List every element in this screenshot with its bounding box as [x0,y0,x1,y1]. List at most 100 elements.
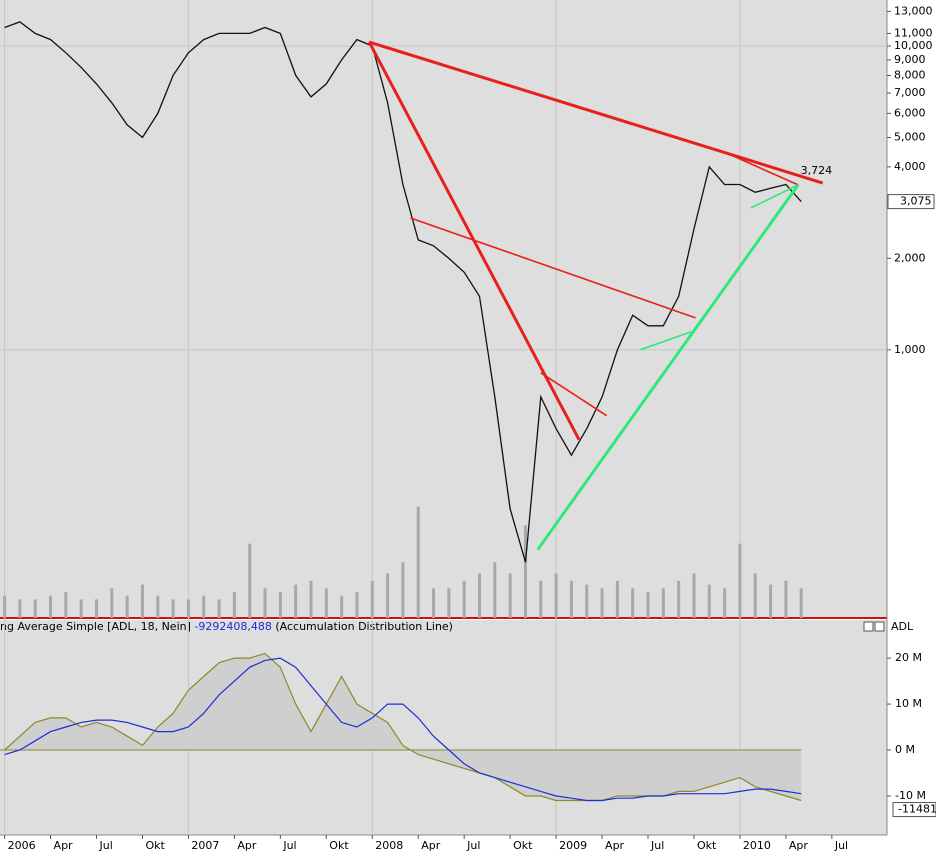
trendline [368,40,824,185]
x-tick-label: 2009 [559,839,587,852]
indicator-last-value: -9292408,488 [194,620,271,633]
volume-bar [478,573,482,618]
x-tick-label: Jul [466,839,480,852]
last-value-label: -114815 [898,803,936,816]
y-tick-label: 5,000 [894,130,926,143]
volume-bar [355,592,359,618]
volume-bar [156,595,160,618]
volume-bar [49,595,53,618]
panel-close-button[interactable] [874,621,885,632]
volume-bar [370,580,374,618]
volume-bar [248,543,252,618]
y-tick-label: 6,000 [894,106,926,119]
x-tick-label: Okt [513,839,533,852]
trendline [640,331,692,351]
x-tick-label: Jul [99,839,113,852]
volume-bar [33,599,37,618]
volume-bar [493,562,497,618]
volume-bar [18,599,22,618]
volume-bar [784,580,788,618]
x-tick-label: 2007 [191,839,219,852]
volume-bar [3,595,7,618]
volume-bar [340,595,344,618]
x-tick-label: Apr [421,839,441,852]
volume-bar [447,588,451,618]
x-tick-label: Apr [237,839,257,852]
y-tick-label: 1,000 [894,343,926,356]
indicator-y-label: ADL [891,620,914,633]
volume-bar [125,595,129,618]
indicator-title: ng Average Simple [ADL, 18, Nein] [0,620,191,633]
volume-bar [386,573,390,618]
indicator-name: (Accumulation Distribution Line) [275,620,453,633]
trendline-label: 3,724 [801,164,833,177]
volume-bar [278,592,282,618]
trendline [730,154,799,186]
y-tick-label: 0 M [895,743,915,756]
volume-bar [753,573,757,618]
volume-bar [95,599,99,618]
volume-bar [401,562,405,618]
x-tick-label: 2008 [375,839,403,852]
trendline [410,217,696,319]
volume-bar [263,588,267,618]
volume-bar [631,588,635,618]
price-line [4,21,802,563]
x-tick-label: Okt [697,839,717,852]
volume-bar [79,599,83,618]
x-tick-label: Okt [329,839,349,852]
volume-bar [508,573,512,618]
x-tick-label: Okt [145,839,165,852]
volume-bar [799,588,803,618]
y-tick-label: -10 M [895,789,926,802]
y-tick-label: 8,000 [894,68,926,81]
last-price-box [887,194,935,210]
volume-bar [554,573,558,618]
volume-bar [585,584,589,618]
y-tick-label: 10 M [895,697,922,710]
x-tick-label: Jul [282,839,296,852]
y-tick-label: 11,000 [894,26,933,39]
y-tick-label: 4,000 [894,160,926,173]
x-tick-label: 2010 [743,839,771,852]
x-tick-label: Apr [54,839,74,852]
panel-maximize-button[interactable] [863,621,874,632]
y-tick-label: 7,000 [894,86,926,99]
volume-bar [140,584,144,618]
last-value-box [892,802,936,818]
x-tick-label: Jul [650,839,664,852]
indicator-panel [0,620,887,835]
volume-bar [462,580,466,618]
trendline [540,372,608,417]
volume-bar [64,592,68,618]
price-panel [0,0,887,618]
volume-bar [723,588,727,618]
volume-bar [232,592,236,618]
volume-bar [432,588,436,618]
volume-bar [707,584,711,618]
volume-bar [294,584,298,618]
volume-bar [600,588,604,618]
y-tick-label: 20 M [895,651,922,664]
adl-area [4,653,802,801]
volume-bar [324,588,328,618]
volume-bar [769,584,773,618]
volume-bar [615,580,619,618]
volume-bar [738,543,742,618]
y-tick-label: 2,000 [894,251,926,264]
x-tick-label: Apr [789,839,809,852]
y-tick-label: 9,000 [894,53,926,66]
volume-bar [186,599,190,618]
adl-line [4,652,802,802]
volume-bar [202,595,206,618]
last-price-label: 3,075 [900,195,932,208]
y-tick-label: 13,000 [894,4,933,17]
volume-bar [217,599,221,618]
x-tick-label: Apr [605,839,625,852]
volume-bar [692,573,696,618]
x-tick-label: 2006 [8,839,36,852]
volume-bar [677,580,681,618]
volume-bar [110,588,114,618]
indicator-header: ng Average Simple [ADL, 18, Nein] -92924… [0,620,453,633]
